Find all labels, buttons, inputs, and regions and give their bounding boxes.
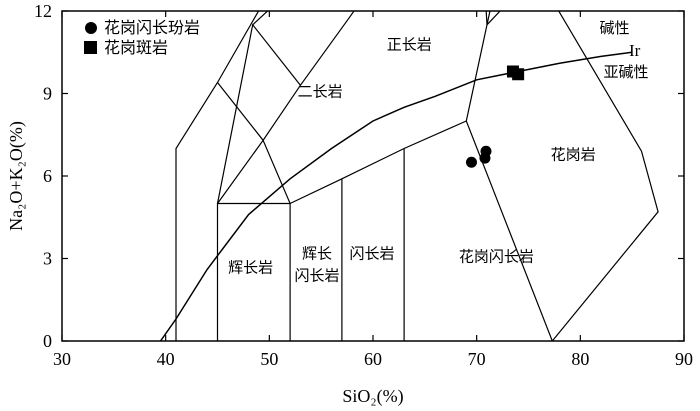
y-axis-title: Na₂O+K₂O(%) xyxy=(6,121,27,231)
field-label: 亚碱性 xyxy=(603,63,648,81)
field-boundary-line xyxy=(485,11,488,25)
field-label: 花岗岩 xyxy=(551,146,596,164)
legend-label-series-2: 花岗斑岩 xyxy=(104,38,168,57)
legend-circle-marker xyxy=(85,22,97,34)
legend-label-series-1: 花岗闪长玢岩 xyxy=(104,18,200,37)
field-label: 二长岩 xyxy=(298,82,343,100)
field-boundary-line xyxy=(175,11,260,341)
x-tick-label: 70 xyxy=(468,349,486,369)
field-boundary-line xyxy=(486,11,501,26)
x-axis-title: SiO₂(%) xyxy=(342,386,403,407)
data-point-circle xyxy=(465,156,477,168)
legend-square-marker xyxy=(84,41,97,54)
field-label: 闪长岩 xyxy=(349,245,394,263)
x-tick-label: 50 xyxy=(260,349,278,369)
x-tick-label: 60 xyxy=(364,349,382,369)
axis-ticks: 30 40 50 60 70 80 90 0 3 6 9 12 xyxy=(34,1,693,369)
field-boundary-line xyxy=(217,120,553,341)
y-tick-label: 0 xyxy=(43,331,52,351)
data-point-square xyxy=(512,68,525,81)
field-label: 辉长岩 xyxy=(228,258,273,276)
x-tick-label: 90 xyxy=(675,349,693,369)
field-boundary-line xyxy=(551,11,659,341)
field-boundary-line xyxy=(252,11,269,26)
x-tick-label: 80 xyxy=(571,349,589,369)
alkaline-subalkaline-curve xyxy=(159,51,633,341)
field-label: 碱性 xyxy=(600,19,630,37)
field-label: 花岗闪长岩 xyxy=(459,247,534,265)
legend: 花岗闪长玢岩 花岗斑岩 xyxy=(84,18,200,57)
x-tick-label: 30 xyxy=(53,349,71,369)
data-points xyxy=(465,65,525,168)
ir-label: Ir xyxy=(629,41,641,60)
plot-area xyxy=(159,11,659,341)
data-point-circle xyxy=(480,145,492,157)
field-label: 闪长岩 xyxy=(295,267,340,285)
field-label: 正长岩 xyxy=(387,36,432,54)
field-boundary-line xyxy=(216,202,291,341)
y-tick-label: 9 xyxy=(43,84,52,104)
field-boundary-line xyxy=(216,23,301,204)
x-tick-label: 40 xyxy=(157,349,175,369)
field-label: 辉长 xyxy=(302,245,332,263)
field-boundary-line xyxy=(217,11,355,142)
y-tick-label: 12 xyxy=(34,1,52,21)
y-tick-label: 6 xyxy=(43,166,52,186)
plot-frame xyxy=(61,10,685,342)
field-boundary-line xyxy=(465,11,491,122)
y-tick-label: 3 xyxy=(43,249,52,269)
field-boundaries xyxy=(175,11,659,341)
